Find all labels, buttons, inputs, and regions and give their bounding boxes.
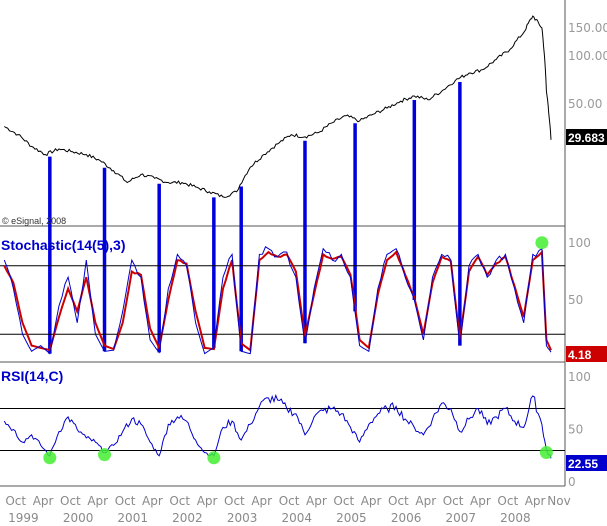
x-month-label: Oct xyxy=(115,494,136,508)
x-year-label: 2004 xyxy=(282,511,313,525)
x-month-label: Apr xyxy=(33,494,54,508)
rsi-oversold-highlight xyxy=(207,451,221,465)
rsi-last-value: 22.55 xyxy=(568,457,598,471)
rsi-oversold-highlight xyxy=(539,446,553,459)
rsi-title: RSI(14,C) xyxy=(1,368,63,384)
oversold-highlights xyxy=(43,236,553,465)
esignal-watermark: © eSignal, 2008 xyxy=(2,216,66,226)
stochastic-tick-label: 50 xyxy=(568,293,583,307)
x-year-label: 2000 xyxy=(63,511,94,525)
x-month-label: Apr xyxy=(525,494,546,508)
x-month-label: Oct xyxy=(169,494,190,508)
x-year-label: 2001 xyxy=(117,511,148,525)
x-month-label: Oct xyxy=(497,494,518,508)
x-axis: Oct Apr Oct Apr Oct Apr Oct Apr Oct Apr Oct Apr Oct A… xyxy=(5,494,570,525)
price-tick-label: 50.00 xyxy=(568,97,602,111)
x-month-label: Apr xyxy=(415,494,436,508)
rsi-oversold-highlight xyxy=(43,451,57,465)
signal-lines xyxy=(48,82,462,354)
x-month-label: Nov xyxy=(547,494,570,508)
rsi-last-value-badge: 22.55 xyxy=(566,455,607,471)
x-month-label: Apr xyxy=(251,494,272,508)
x-year-label: 2007 xyxy=(446,511,477,525)
x-year-label: 2005 xyxy=(336,511,367,525)
x-month-label: Apr xyxy=(197,494,218,508)
x-month-label: Oct xyxy=(388,494,409,508)
x-month-label: Oct xyxy=(279,494,300,508)
x-month-label: Oct xyxy=(224,494,245,508)
rsi-y-ticks: 100 50 0 xyxy=(568,370,591,489)
x-year-label: 2008 xyxy=(500,511,531,525)
rsi-tick-label: 0 xyxy=(568,475,576,489)
rsi-tick-label: 100 xyxy=(568,370,591,384)
price-tick-label: 100.00 xyxy=(568,49,607,63)
x-year-label: 2003 xyxy=(227,511,258,525)
x-month-label: Apr xyxy=(306,494,327,508)
price-line-series xyxy=(4,15,552,198)
stochastic-title: Stochastic(14(5),3) xyxy=(1,237,125,253)
x-month-label: Apr xyxy=(87,494,108,508)
rsi-line-series xyxy=(3,393,552,459)
x-year-label: 1999 xyxy=(8,511,39,525)
stochastic-tick-label: 100 xyxy=(568,236,591,250)
x-month-label: Oct xyxy=(443,494,464,508)
x-month-label: Apr xyxy=(142,494,163,508)
x-year-label: 2002 xyxy=(172,511,203,525)
x-month-label: Oct xyxy=(5,494,26,508)
price-last-value-badge: 29.683 xyxy=(566,129,607,145)
x-month-label: Oct xyxy=(333,494,354,508)
rsi-oversold-highlight xyxy=(98,448,111,462)
stochastic-y-ticks: 100 50 xyxy=(568,236,591,307)
x-month-label: Apr xyxy=(470,494,491,508)
level-lines xyxy=(0,265,565,451)
x-month-label: Apr xyxy=(361,494,382,508)
price-tick-label: 150.00 xyxy=(568,21,607,35)
rsi-tick-label: 50 xyxy=(568,423,583,437)
stochastic-oversold-highlight xyxy=(535,236,549,250)
stochastic-last-value: 4.18 xyxy=(568,348,592,362)
price-y-ticks: 150.00 100.00 50.00 xyxy=(568,21,607,111)
stochastic-k-line xyxy=(3,246,552,355)
x-month-label: Oct xyxy=(60,494,81,508)
stochastic-last-value-badge: 4.18 xyxy=(566,346,607,362)
x-year-label: 2006 xyxy=(391,511,422,525)
price-last-value: 29.683 xyxy=(568,131,605,145)
